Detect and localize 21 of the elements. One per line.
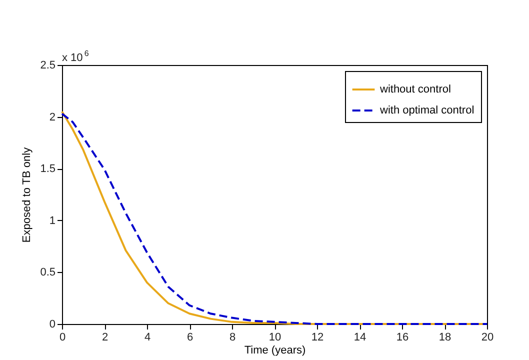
x-tick-label: 14: [354, 332, 366, 344]
legend-label: without control: [379, 84, 451, 96]
x-tick-label: 2: [102, 332, 108, 344]
x-tick-label: 12: [311, 332, 324, 344]
legend-label: with optimal control: [379, 104, 474, 116]
x-tick-label: 4: [144, 332, 151, 344]
x-tick-label: 6: [186, 332, 194, 344]
x-axis-title: Time (years): [244, 344, 306, 356]
y-tick-label: 1: [49, 214, 56, 227]
x-tick-label: 18: [438, 332, 452, 344]
x-tick-label: 10: [268, 332, 282, 344]
x-tick-label: 0: [59, 332, 66, 344]
y-tick-label: 1.5: [40, 163, 56, 176]
x-tick-label: 16: [396, 332, 409, 344]
x-tick-label: 8: [229, 332, 236, 344]
y-tick-label: 2.5: [40, 60, 56, 72]
x-tick-label: 20: [481, 332, 494, 344]
y-axis-title: Exposed to TB only: [21, 146, 34, 243]
y-tick-label: 2: [49, 111, 56, 124]
y-tick-label: 0.5: [40, 266, 56, 279]
y-tick-label: 0: [49, 318, 56, 330]
